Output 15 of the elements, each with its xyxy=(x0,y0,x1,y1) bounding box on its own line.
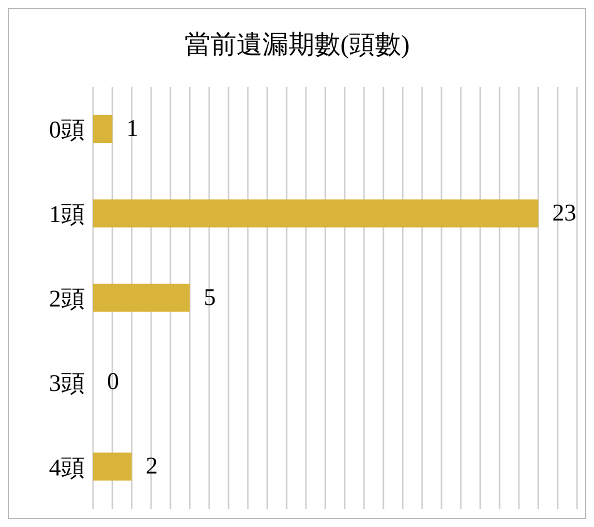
y-tick-label: 2頭 xyxy=(49,286,85,313)
data-label: 2 xyxy=(146,454,158,480)
bar xyxy=(93,452,132,481)
y-tick-label: 1頭 xyxy=(49,202,85,228)
data-label: 0 xyxy=(107,369,119,396)
y-tick-label: 0頭 xyxy=(49,118,85,144)
bar xyxy=(93,115,112,143)
data-label: 5 xyxy=(204,284,216,311)
y-tick-label: 3頭 xyxy=(49,370,85,397)
y-tick-label: 4頭 xyxy=(49,455,85,482)
chart-title: 當前遺漏期數(頭數) xyxy=(183,29,411,61)
bar xyxy=(93,284,190,312)
bar xyxy=(93,199,538,228)
data-label: 23 xyxy=(552,200,576,226)
data-label: 1 xyxy=(126,116,138,142)
